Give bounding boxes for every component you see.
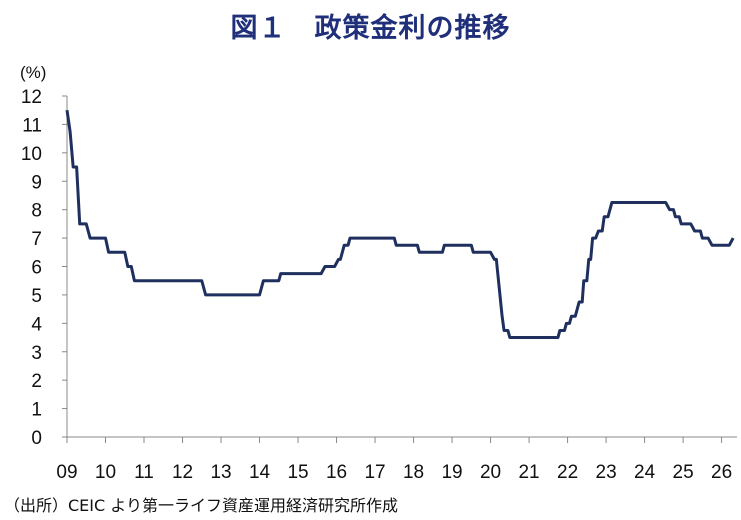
y-tick-label: 6 xyxy=(31,258,42,279)
y-tick-label: 11 xyxy=(22,115,42,136)
y-tick-label: 4 xyxy=(31,314,42,335)
x-tick-label: 20 xyxy=(480,462,501,483)
x-tick-label: 14 xyxy=(249,462,271,483)
y-tick-label: 10 xyxy=(21,144,42,165)
x-tick-label: 19 xyxy=(441,462,462,483)
x-tick-label: 13 xyxy=(210,462,231,483)
x-tick-label: 22 xyxy=(557,462,578,483)
y-tick-label: 3 xyxy=(31,343,42,364)
series-group xyxy=(65,109,735,340)
y-tick-label: 2 xyxy=(31,371,42,392)
x-tick-label: 16 xyxy=(326,462,347,483)
y-tick-label: 8 xyxy=(31,201,42,222)
y-tick-label: 1 xyxy=(31,400,42,421)
x-tick-label: 18 xyxy=(403,462,424,483)
x-tick-label: 24 xyxy=(634,462,656,483)
x-tick-label: 10 xyxy=(95,462,116,483)
series-line xyxy=(65,109,735,340)
x-tick-label: 17 xyxy=(364,462,385,483)
y-tick-label: 9 xyxy=(31,172,42,193)
x-tick-label: 21 xyxy=(518,462,539,483)
x-tick-label: 15 xyxy=(287,462,308,483)
y-tick-label: 5 xyxy=(31,286,42,307)
y-tick-label: 7 xyxy=(31,229,42,250)
y-tick-label: 12 xyxy=(21,87,42,108)
x-tick-label: 11 xyxy=(134,462,154,483)
x-tick-label: 09 xyxy=(56,462,77,483)
chart-title: 図１ 政策金利の推移 xyxy=(230,13,511,44)
source-note: （出所）CEIC より第一ライフ資産運用経済研究所作成 xyxy=(4,496,398,515)
x-tick-label: 23 xyxy=(596,462,617,483)
y-axis-unit-label: (%) xyxy=(20,63,46,82)
x-tick-label: 25 xyxy=(673,462,694,483)
y-tick-label: 0 xyxy=(31,428,42,449)
x-axis: 09 10 11 12 13 14 15 16 17 18 19 20 21 22 23 24 25 26 xyxy=(56,436,737,483)
x-tick-label: 12 xyxy=(172,462,193,483)
x-tick-label: 26 xyxy=(711,462,732,483)
